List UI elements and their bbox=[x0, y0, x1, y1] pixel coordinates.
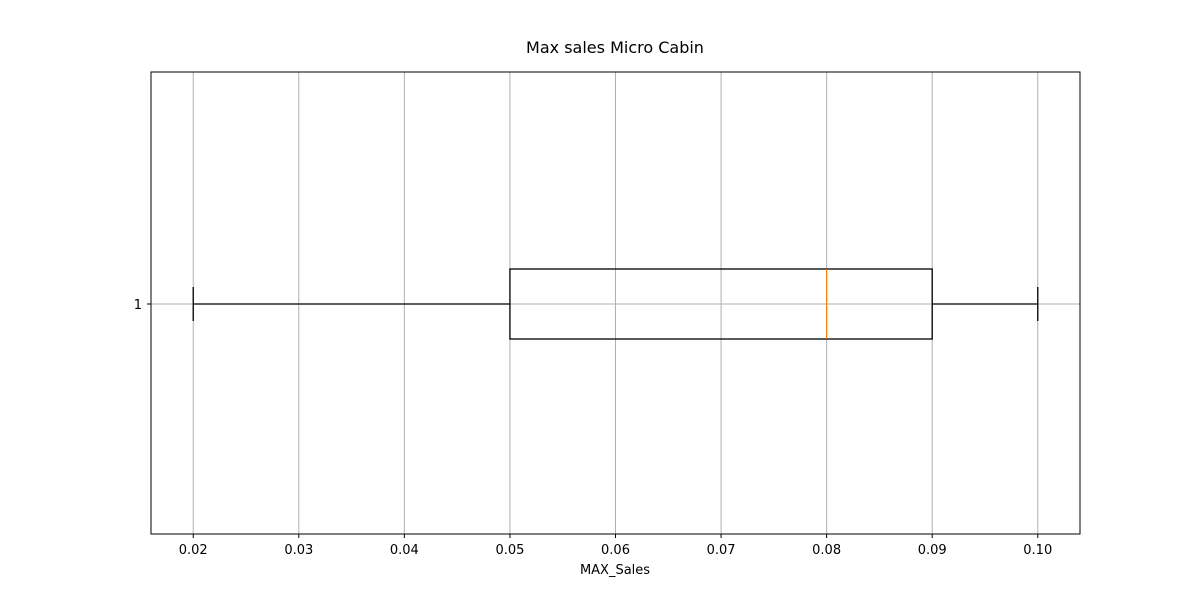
x-tick-label: 0.04 bbox=[390, 543, 419, 558]
chart-title: Max sales Micro Cabin bbox=[526, 38, 704, 57]
iqr-box bbox=[509, 268, 933, 340]
x-tick-label: 0.05 bbox=[495, 543, 524, 558]
x-tick-label: 0.02 bbox=[179, 543, 208, 558]
x-axis-ticks: 0.02 0.03 0.04 0.05 0.06 0.07 0.08 0.09 0.10 bbox=[179, 534, 1052, 558]
x-tick-label: 0.08 bbox=[812, 543, 841, 558]
x-axis-label: MAX_Sales bbox=[580, 563, 650, 578]
y-axis-ticks: 1 bbox=[134, 298, 151, 313]
x-tick-label: 0.03 bbox=[284, 543, 313, 558]
x-tick-label: 0.09 bbox=[918, 543, 947, 558]
x-tick-label: 0.07 bbox=[707, 543, 736, 558]
grid-lines bbox=[151, 72, 1080, 534]
box-marks bbox=[192, 268, 1039, 340]
x-tick-label: 0.10 bbox=[1023, 543, 1052, 558]
x-tick-label: 0.06 bbox=[601, 543, 630, 558]
y-tick-label: 1 bbox=[134, 298, 142, 313]
